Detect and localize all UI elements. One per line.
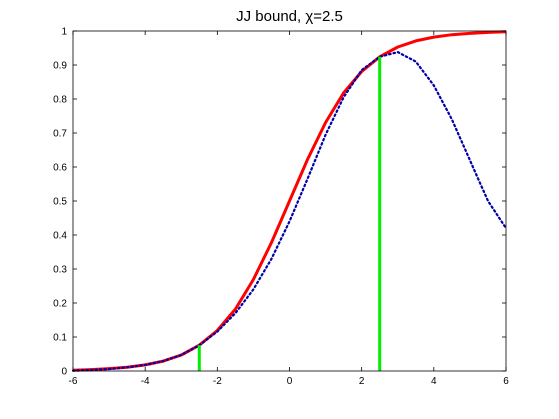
y-tick-label: 0.3: [53, 265, 67, 276]
x-tick-label: -6: [69, 376, 78, 387]
x-tick-label: -4: [141, 376, 150, 387]
x-tick-label: 0: [287, 376, 293, 387]
y-tick-label: 0.5: [53, 197, 67, 208]
y-tick-label: 0.9: [53, 61, 67, 72]
y-tick-label: 0.6: [53, 163, 67, 174]
y-tick-label: 0.7: [53, 129, 67, 140]
x-tick-label: 2: [359, 376, 365, 387]
series-layer: [71, 30, 508, 372]
y-tick-label: 0.4: [53, 231, 67, 242]
series-line-1: [72, 30, 507, 372]
chart-title: JJ bound, χ=2.5: [236, 8, 343, 25]
y-tick-label: 1: [61, 27, 67, 38]
x-tick-label: -2: [213, 376, 222, 387]
y-tick-label: 0.2: [53, 299, 67, 310]
x-tick-label: 4: [431, 376, 437, 387]
y-tick-label: 0: [61, 367, 67, 378]
y-tick-label: 0.8: [53, 95, 67, 106]
ticks-layer: -6 -4 -2 0 2 4 6 0 0.1 0.2 0.3 0.4 0.5 0.6 0.7 0.8 0.9 1: [53, 27, 509, 388]
x-tick-label: 6: [503, 376, 509, 387]
series-line-2: [71, 50, 508, 372]
y-tick-label: 0.1: [53, 333, 67, 344]
